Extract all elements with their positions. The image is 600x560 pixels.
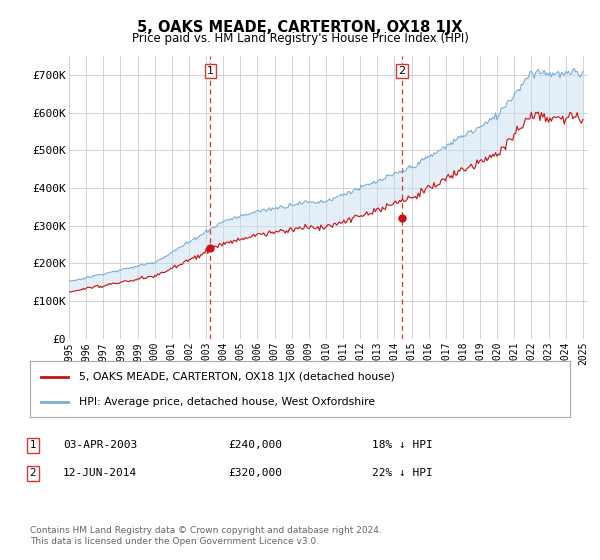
Text: 12-JUN-2014: 12-JUN-2014 [63,468,137,478]
Text: 1: 1 [29,440,37,450]
Text: 2: 2 [398,66,406,76]
Text: 1: 1 [207,66,214,76]
Text: Contains HM Land Registry data © Crown copyright and database right 2024.
This d: Contains HM Land Registry data © Crown c… [30,526,382,546]
Text: 03-APR-2003: 03-APR-2003 [63,440,137,450]
Text: 2: 2 [29,468,37,478]
Text: £320,000: £320,000 [228,468,282,478]
Text: 5, OAKS MEADE, CARTERTON, OX18 1JX (detached house): 5, OAKS MEADE, CARTERTON, OX18 1JX (deta… [79,372,394,382]
Text: HPI: Average price, detached house, West Oxfordshire: HPI: Average price, detached house, West… [79,396,375,407]
Text: £240,000: £240,000 [228,440,282,450]
Text: Price paid vs. HM Land Registry's House Price Index (HPI): Price paid vs. HM Land Registry's House … [131,32,469,45]
Text: 18% ↓ HPI: 18% ↓ HPI [372,440,433,450]
Text: 5, OAKS MEADE, CARTERTON, OX18 1JX: 5, OAKS MEADE, CARTERTON, OX18 1JX [137,20,463,35]
Text: 22% ↓ HPI: 22% ↓ HPI [372,468,433,478]
